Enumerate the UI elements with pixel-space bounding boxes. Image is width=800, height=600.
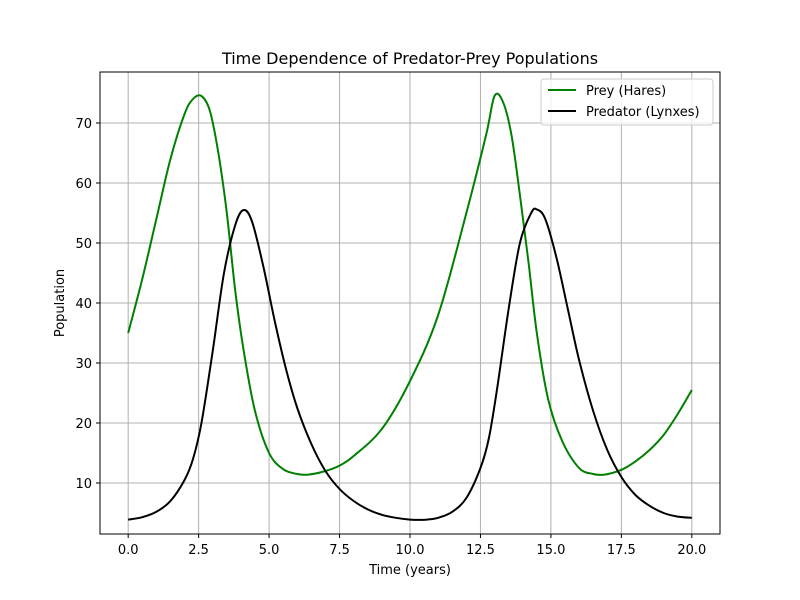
x-tick-label: 2.5 bbox=[188, 543, 209, 558]
legend-label-prey: Prey (Hares) bbox=[586, 84, 666, 99]
y-axis-label: Population bbox=[53, 269, 68, 337]
series-lines bbox=[127, 92, 693, 521]
predator-series-line bbox=[128, 207, 692, 521]
y-tick-label: 40 bbox=[75, 297, 92, 312]
y-tick-label: 60 bbox=[75, 177, 92, 192]
y-axis-ticks: 10 20 30 40 50 60 70 bbox=[75, 117, 100, 492]
legend-box bbox=[540, 78, 714, 126]
x-tick-label: 17.5 bbox=[607, 543, 636, 558]
x-tick-label: 12.5 bbox=[466, 543, 495, 558]
y-tick-label: 10 bbox=[75, 477, 92, 492]
y-tick-label: 50 bbox=[75, 237, 92, 252]
x-tick-label: 7.5 bbox=[329, 543, 350, 558]
x-tick-label: 15.0 bbox=[536, 543, 565, 558]
x-tick-label: 0.0 bbox=[118, 543, 139, 558]
x-axis-label: Time (years) bbox=[368, 563, 451, 578]
y-tick-label: 20 bbox=[75, 417, 92, 432]
legend: Prey (Hares) Predator (Lynxes) bbox=[540, 78, 714, 126]
grid-lines bbox=[100, 72, 720, 534]
prey-series-line bbox=[127, 92, 693, 477]
x-axis-ticks: 0.0 2.5 5.0 7.5 10.0 12.5 15.0 17.5 20.0 bbox=[118, 534, 706, 558]
y-tick-label: 30 bbox=[75, 357, 92, 372]
y-tick-label: 70 bbox=[75, 117, 92, 132]
chart-title: Time Dependence of Predator-Prey Populat… bbox=[221, 49, 598, 68]
x-tick-label: 20.0 bbox=[677, 543, 706, 558]
x-tick-label: 5.0 bbox=[259, 543, 280, 558]
x-tick-label: 10.0 bbox=[396, 543, 425, 558]
legend-label-predator: Predator (Lynxes) bbox=[586, 105, 700, 120]
